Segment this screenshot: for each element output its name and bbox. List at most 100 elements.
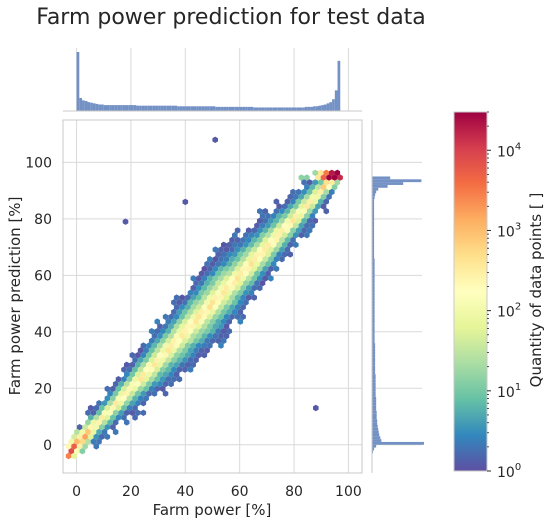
hexbin <box>259 270 266 277</box>
colorbar-label: Quantity of data points [ ] <box>527 193 544 388</box>
x-tick-label: 40 <box>176 484 194 500</box>
hexbin <box>223 313 230 320</box>
hexbin <box>323 188 329 196</box>
colorbar-frame <box>453 111 488 472</box>
hexbin <box>146 380 152 388</box>
hexbin <box>137 356 144 364</box>
top-histogram-bar <box>130 105 134 111</box>
top-histogram-bar <box>76 52 80 111</box>
hexbin <box>290 217 296 224</box>
hexbin <box>148 337 155 344</box>
colorbar-tick-label: 103 <box>497 221 521 240</box>
hexbin <box>187 347 194 354</box>
hexbin <box>234 294 241 301</box>
hexbin <box>273 217 280 224</box>
hexbin <box>234 246 241 253</box>
hexbin <box>137 395 144 402</box>
hexbin <box>201 313 208 320</box>
hexbin <box>168 323 174 330</box>
hexbin <box>218 342 224 349</box>
right-histogram-bar <box>372 232 375 236</box>
right-histogram-bar <box>372 182 404 185</box>
right-histogram-bar <box>372 247 375 250</box>
right-histogram-bar <box>372 326 375 329</box>
hexbin <box>146 361 152 368</box>
hexbin <box>135 371 141 378</box>
hexbin <box>107 419 113 426</box>
hexbin <box>171 328 177 335</box>
hexbin <box>221 328 227 335</box>
outlier-hexbin <box>313 404 319 412</box>
top-histogram-bar <box>163 105 167 111</box>
hexbin <box>126 395 133 402</box>
right-histogram-bar <box>372 193 376 197</box>
hexbin <box>126 404 133 412</box>
right-histogram-bar <box>372 184 388 188</box>
hexbin <box>143 385 149 392</box>
hexbin <box>190 284 196 292</box>
hexbin <box>165 337 172 344</box>
y-tick-label: 80 <box>34 212 52 228</box>
hexbin <box>176 347 183 354</box>
hexbin <box>190 304 196 311</box>
hexbin <box>184 361 191 368</box>
hexbin <box>304 222 310 229</box>
hexbin <box>140 409 147 416</box>
hexbin <box>226 241 232 248</box>
hexbin <box>79 448 86 455</box>
hexbin <box>245 294 252 301</box>
hexbin <box>74 448 80 455</box>
top-histogram-bar <box>302 107 305 111</box>
hexbin <box>323 179 329 186</box>
top-histogram-bar <box>277 107 281 111</box>
hexbin <box>121 366 127 373</box>
hexbin <box>234 256 241 263</box>
hexbin <box>281 212 288 220</box>
hexbin <box>273 246 280 253</box>
top-histogram-bar <box>166 105 170 111</box>
hexbin <box>287 251 293 258</box>
hexbin <box>165 347 172 354</box>
right-histogram-bar <box>372 176 391 180</box>
hexbin <box>290 198 296 205</box>
hexbin <box>104 395 111 402</box>
right-histogram-bar <box>372 213 375 217</box>
outlier-hexbin <box>212 136 218 143</box>
hexbin <box>129 371 136 378</box>
hexbin <box>154 356 160 364</box>
hexbin <box>306 208 313 215</box>
hexbin <box>157 361 163 368</box>
hexbin <box>184 323 191 330</box>
right-histogram-bar <box>372 368 376 372</box>
hexbin <box>132 404 138 412</box>
top-histogram-bar <box>223 106 227 111</box>
right-histogram-bar <box>372 306 375 310</box>
hexbin <box>212 304 219 311</box>
hexbin <box>295 188 302 196</box>
hexbin <box>148 347 155 354</box>
hexbin <box>284 217 291 224</box>
right-histogram-bar <box>372 320 375 324</box>
hexbin <box>262 256 269 263</box>
right-histogram-bar <box>372 312 375 315</box>
top-histogram-bar <box>174 105 178 111</box>
hexbin <box>284 198 291 205</box>
top-histogram-bar <box>198 106 202 111</box>
hexbin <box>254 232 260 239</box>
right-histogram-bar <box>372 337 375 341</box>
hexbin <box>179 323 185 330</box>
hexbin <box>326 184 332 191</box>
top-histogram-bar <box>304 106 308 111</box>
hexbin <box>329 179 335 186</box>
hexbin <box>257 256 263 263</box>
hexbin <box>196 352 202 359</box>
hexbin <box>326 174 332 181</box>
hexbin <box>168 313 174 320</box>
top-histogram-bar <box>315 106 319 111</box>
hexbin <box>218 275 224 282</box>
hexbin <box>243 270 249 277</box>
hexbin <box>304 174 310 181</box>
hexbin <box>148 356 155 364</box>
hexbin <box>234 227 241 234</box>
hexbin <box>154 347 160 354</box>
